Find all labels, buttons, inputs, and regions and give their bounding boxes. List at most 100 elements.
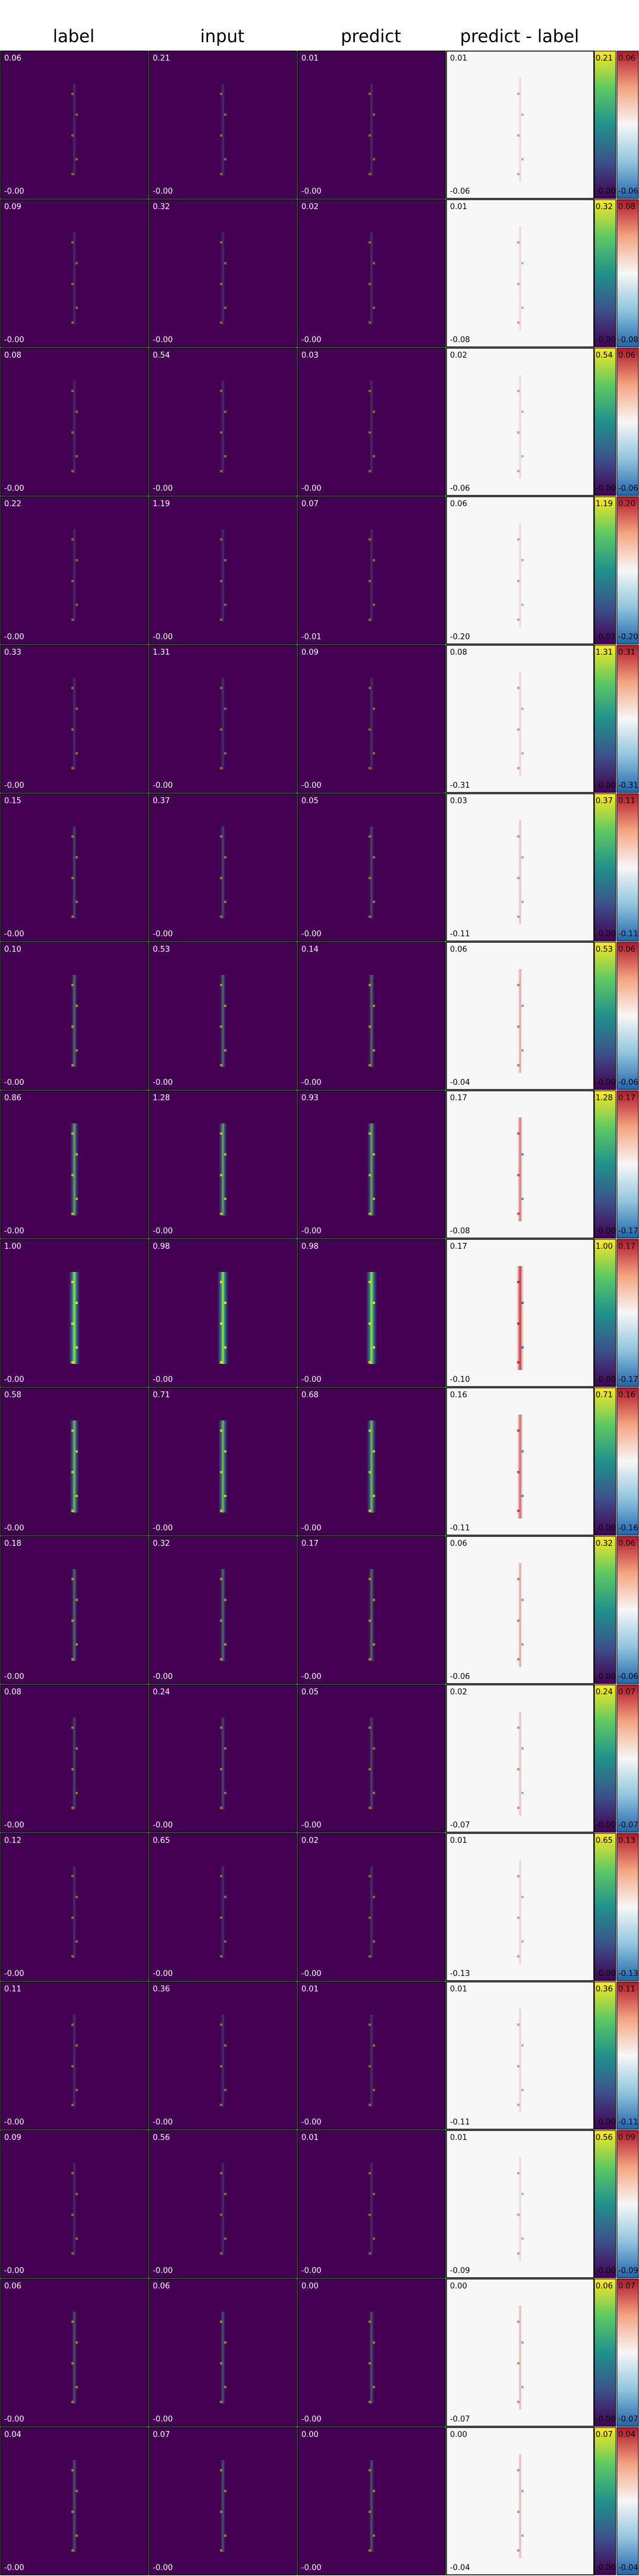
panel-label-row-16-speckle (71, 2362, 74, 2365)
panel-label-row-4-speckle (71, 580, 74, 582)
panel-diff-row-6-streak (518, 820, 522, 924)
panel-input-row-10-speckle (220, 1510, 222, 1512)
colorbar-diverging-min-label: -0.11 (618, 930, 638, 939)
panel-predict-max-label: 0.93 (301, 1094, 319, 1103)
panel-diff-row-12-streak (518, 1712, 522, 1816)
panel-diff-max-label: 0.16 (450, 1391, 467, 1400)
panel-diff-row-2-speckle (521, 307, 524, 309)
panel-input-row-16-speckle (220, 2401, 222, 2403)
panel-diff-row-8-streak (517, 1117, 523, 1221)
colorbar-diverging-row-12 (616, 1684, 639, 1833)
panel-predict-row-17-speckle (369, 2549, 371, 2552)
panel-label-row-14-speckle (75, 2044, 78, 2047)
panel-label-min-label: -0.00 (4, 484, 24, 493)
panel-input-row-6-speckle (220, 877, 222, 879)
panel-label-row-7-streak (71, 975, 78, 1067)
panel-label-row-1-streak (72, 84, 77, 176)
panel-input-row-9-speckle (220, 1281, 222, 1283)
colorbar-diverging-row-4 (616, 496, 639, 645)
colorbar-sequential-max-label: 0.37 (596, 797, 613, 806)
panel-input-row-16-speckle (220, 2321, 222, 2323)
panel-diff-row-7-speckle (517, 984, 520, 986)
panel-diff-min-label: -0.11 (450, 1524, 470, 1533)
panel-input-row-13-speckle (220, 1875, 222, 1877)
panel-diff-row-11-speckle (521, 1599, 524, 1601)
panel-input-row-7-speckle (224, 1005, 226, 1007)
panel-predict-row-6-speckle (373, 901, 375, 903)
panel-input-row-4-speckle (224, 604, 226, 606)
panel-label-row-17-speckle (71, 2549, 74, 2552)
panel-diff-min-label: -0.20 (450, 633, 470, 642)
panel-diff-min-label: -0.11 (450, 2118, 470, 2127)
panel-label-row-8-streak (70, 1123, 79, 1216)
panel-label-row-14-speckle (71, 2023, 74, 2026)
panel-label-row-8-speckle (75, 1153, 78, 1156)
panel-diff-row-4-speckle (517, 538, 520, 541)
panel-predict-row-17-speckle (369, 2511, 371, 2513)
panel-predict-row-9-streak (366, 1272, 377, 1364)
panel-label-row-2-speckle (71, 321, 74, 324)
panel-label-row-6-speckle (75, 901, 78, 903)
panel-label-row-8-speckle (71, 1132, 74, 1135)
panel-input-min-label: -0.00 (153, 2118, 173, 2127)
colorbar-sequential-max-label: 0.54 (596, 351, 613, 360)
panel-input-row-10-speckle (224, 1450, 226, 1453)
panel-diff-row-13-streak (518, 1860, 522, 1964)
panel-label-row-16-speckle (71, 2401, 74, 2403)
panel-predict-row-11-speckle (373, 1643, 375, 1646)
colorbar-diverging-min-label: -0.06 (618, 1672, 638, 1681)
panel-input-max-label: 0.54 (153, 351, 170, 360)
panel-diff-row-6-speckle (517, 835, 520, 838)
panel-predict-row-2-speckle (373, 262, 375, 264)
panel-predict-row-14-speckle (369, 2065, 371, 2067)
panel-predict-min-label: -0.00 (301, 187, 322, 196)
panel-predict-row-8-streak (367, 1123, 376, 1216)
panel-diff-row-12-speckle (521, 1792, 524, 1794)
panel-label-row-10-speckle (75, 1450, 78, 1453)
panel-diff-min-label: -0.09 (450, 2266, 470, 2275)
panel-label-row-2-streak (72, 232, 77, 324)
column-title-input: input (200, 26, 245, 46)
panel-label-min-label: -0.00 (4, 930, 24, 939)
panel-diff-min-label: -0.04 (450, 1078, 470, 1087)
column-title-diff: predict - label (459, 26, 580, 46)
panel-predict-row-15-speckle (369, 2252, 371, 2255)
panel-input-row-9-speckle (220, 1361, 222, 1363)
panel-input-row-4-speckle (224, 559, 226, 561)
panel-diff-row-8-speckle (521, 1198, 524, 1200)
panel-input-max-label: 0.37 (153, 797, 170, 806)
panel-input-max-label: 0.24 (153, 1688, 170, 1697)
colorbar-diverging-row-9 (616, 1239, 639, 1387)
panel-predict-max-label: 0.02 (301, 1836, 319, 1845)
panel-input-max-label: 0.98 (153, 1242, 170, 1251)
panel-predict-row-13-streak (369, 1866, 374, 1958)
panel-predict-row-9-speckle (369, 1361, 371, 1363)
colorbar-sequential-row-4 (594, 496, 616, 645)
panel-input-max-label: 1.31 (153, 648, 170, 657)
panel-input-max-label: 0.06 (153, 2282, 170, 2291)
panel-diff-row-14-speckle (517, 2023, 520, 2026)
panel-predict-row-5-speckle (369, 728, 371, 731)
panel-input-row-6-speckle (224, 856, 226, 858)
panel-input-row-5-speckle (220, 728, 222, 731)
panel-diff-row-5-speckle (517, 687, 520, 689)
panel-diff-row-15-streak (518, 2157, 522, 2261)
panel-label-min-label: -0.00 (4, 633, 24, 642)
panel-input-row-3-speckle (220, 470, 222, 472)
panel-input-row-8-speckle (220, 1132, 222, 1135)
panel-predict-row-15-speckle (369, 2214, 371, 2216)
panel-diff-row-3-speckle (517, 390, 520, 392)
panel-diff-row-4-speckle (517, 618, 520, 621)
panel-input-row-15-speckle (224, 2237, 226, 2240)
panel-predict-row-16-speckle (369, 2362, 371, 2365)
panel-label-row-12-speckle (71, 1726, 74, 1729)
panel-label-min-label: -0.00 (4, 1375, 24, 1384)
panel-input-row-16-streak (220, 2312, 226, 2404)
colorbar-sequential-row-9 (594, 1239, 616, 1387)
panel-diff-row-3-streak (518, 375, 522, 479)
panel-diff-min-label: -0.08 (450, 336, 470, 345)
panel-predict-row-17-streak (369, 2460, 374, 2552)
colorbar-diverging-min-label: -0.04 (618, 2564, 638, 2572)
panel-diff-row-9-speckle (517, 1361, 520, 1363)
colorbar-sequential-row-5 (594, 645, 616, 793)
